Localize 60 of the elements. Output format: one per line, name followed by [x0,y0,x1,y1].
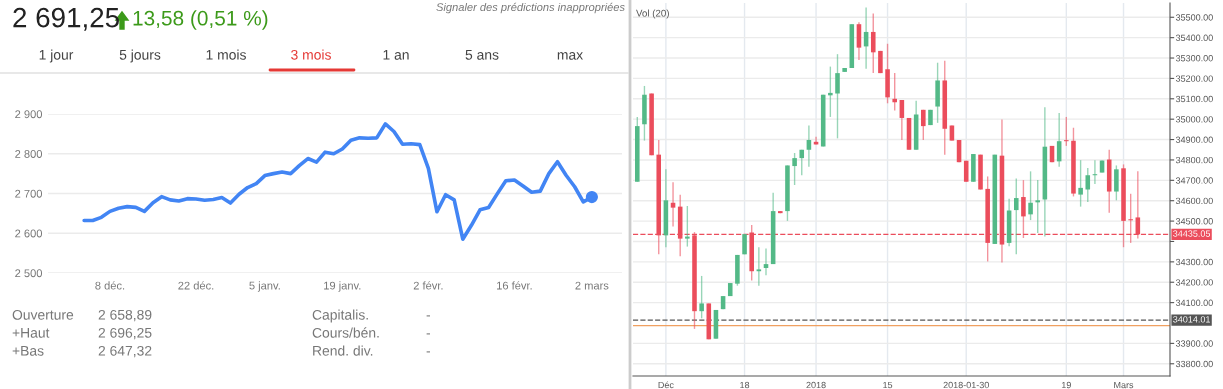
text: max [557,52,583,60]
annotation: Vol (20) [636,9,669,19]
y-tick-label: 34700.00 [1175,177,1213,184]
x-tick-label: 18 [740,381,750,389]
y-tick-label: 2 500 [15,269,43,278]
text: 2 696,25 [98,327,152,340]
y-tick-label: 35200.00 [1175,75,1213,82]
y-tick-label: 2 600 [15,229,43,238]
y-tick-label: 34300.00 [1175,258,1213,266]
ref-line-label: 34435.05 [1173,230,1211,237]
x-tick-label: Déc [658,381,674,389]
y-tick-label: 2 800 [15,150,43,158]
y-tick-label: 33800.00 [1175,360,1213,368]
y-tick-label: 35500.00 [1175,14,1213,21]
text: 1 mois [206,49,246,60]
y-tick-label: 35300.00 [1175,55,1213,62]
ref-line-label: 34014.01 [1173,316,1210,323]
text: - [426,351,431,353]
text: Cours/bén. [312,327,379,338]
text: 1 jour [39,49,74,63]
text: 5 ans [465,50,499,60]
text: 3 mois [291,49,331,60]
y-tick-label: 34200.00 [1175,279,1213,286]
text: - [426,333,431,335]
y-tick-label: 34500.00 [1175,218,1213,225]
x-tick-label: Mars [1114,381,1134,389]
text: +Haut [12,328,50,338]
chart-title: 2 691,25 [13,7,119,31]
x-tick-label: 5 janv. [249,281,280,292]
y-tick-label: 34800.00 [1175,156,1213,164]
text: Signaler des prédictions inappropriées [436,2,625,14]
x-tick-label: 22 déc. [178,281,214,290]
x-tick-label: 2018-01-30 [943,381,989,389]
y-tick-label: 33900.00 [1175,340,1213,347]
text: 13,58 (0,51 %) [133,10,268,30]
y-tick-label: 34100.00 [1175,299,1213,306]
y-tick-label: 35100.00 [1175,95,1213,103]
text: 2 658,89 [98,309,152,322]
text: - [426,315,431,317]
x-tick-label: 8 déc. [95,281,125,290]
x-tick-label: 15 [883,381,893,389]
x-tick-label: 2 mars [575,281,609,290]
text: 1 an [383,50,409,60]
y-tick-label: 2 700 [15,189,43,198]
text: Capitalis. [312,309,368,323]
y-tick-label: 34900.00 [1175,136,1213,143]
y-tick-label: 35000.00 [1175,116,1213,123]
x-tick-label: 19 [1061,381,1071,389]
y-tick-label: 2 900 [15,110,43,119]
text: +Bas [12,346,44,356]
y-tick-label: 35400.00 [1175,34,1213,42]
text: Rend. div. [313,345,373,356]
text: Ouverture [12,309,74,320]
x-tick-label: 19 janv. [324,281,361,292]
x-tick-label: 16 févr. [497,281,532,290]
text: 2 647,32 [98,345,152,358]
text: 5 jours [119,49,161,63]
x-tick-label: 2 févr. [413,281,443,290]
y-tick-label: 34600.00 [1175,197,1213,205]
x-tick-label: 2018 [806,381,826,389]
